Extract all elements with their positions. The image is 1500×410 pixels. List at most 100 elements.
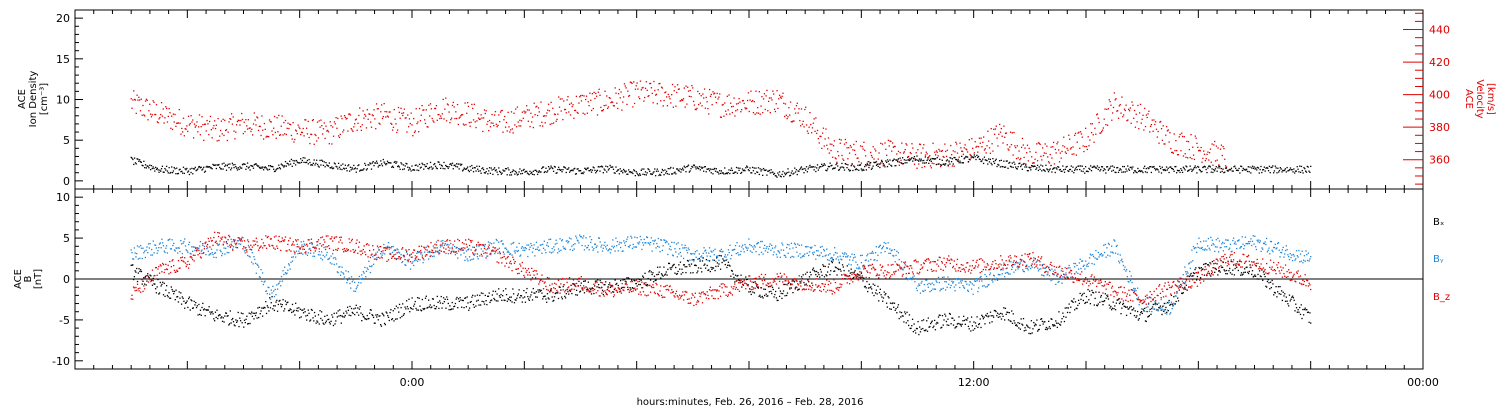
bx-point — [1104, 293, 1106, 295]
velocity-point — [723, 115, 725, 117]
by-point — [496, 239, 498, 242]
velocity-point — [261, 115, 263, 117]
bx-point — [1005, 313, 1007, 316]
bx-point — [686, 266, 688, 268]
velocity-point — [357, 122, 359, 125]
density-point — [171, 172, 174, 174]
bx-point — [414, 300, 416, 303]
bx-point — [617, 284, 619, 287]
velocity-point — [387, 116, 390, 118]
by-point — [668, 248, 671, 250]
velocity-point — [390, 122, 392, 125]
by-point — [533, 244, 535, 246]
density-point — [1145, 167, 1147, 170]
by-point — [375, 252, 377, 254]
by-point — [501, 243, 504, 245]
density-point — [1005, 160, 1008, 162]
density-point — [407, 169, 410, 171]
density-point — [689, 170, 691, 172]
velocity-point — [910, 152, 912, 155]
bx-point — [790, 287, 793, 289]
bx-point — [345, 310, 347, 312]
density-point — [214, 164, 217, 166]
velocity-point — [133, 90, 135, 92]
density-point — [778, 174, 780, 176]
velocity-point — [134, 99, 137, 101]
velocity-point — [636, 82, 638, 84]
density-point — [1006, 160, 1008, 162]
density-point — [1224, 171, 1226, 173]
bx-point — [609, 286, 612, 289]
bx-point — [140, 270, 143, 273]
by-point — [357, 281, 360, 284]
bx-point — [570, 284, 572, 286]
density-point — [556, 172, 558, 174]
bx-point — [439, 302, 442, 304]
bx-point — [1047, 327, 1049, 329]
density-point — [992, 157, 994, 160]
density-point — [692, 164, 695, 166]
bx-point — [282, 299, 284, 301]
density-point — [1042, 169, 1045, 171]
velocity-point — [424, 122, 427, 125]
density-point — [1180, 168, 1182, 170]
bx-point — [385, 311, 387, 313]
velocity-point — [130, 98, 132, 100]
density-point — [1286, 166, 1288, 169]
bx-point — [1157, 309, 1159, 311]
bx-point — [806, 271, 808, 273]
velocity-point — [641, 87, 643, 89]
density-point — [1149, 165, 1152, 168]
bx-point — [290, 308, 292, 311]
bx-point — [619, 279, 622, 282]
bx-point — [1173, 296, 1175, 298]
velocity-point — [730, 102, 732, 104]
bx-point — [1306, 311, 1309, 314]
density-point — [745, 167, 747, 169]
bx-point — [182, 297, 184, 300]
bx-point — [154, 288, 157, 290]
velocity-point — [932, 142, 934, 144]
density-point — [856, 168, 858, 171]
by-point — [380, 253, 382, 255]
velocity-point — [447, 104, 449, 106]
velocity-point — [1169, 132, 1171, 134]
by-point — [341, 266, 343, 268]
bx-point — [815, 270, 818, 273]
bx-point — [775, 297, 778, 299]
density-point — [960, 162, 962, 164]
by-point — [550, 252, 553, 254]
velocity-point — [418, 131, 420, 133]
density-point — [533, 174, 535, 176]
by-point — [621, 250, 623, 253]
bx-point — [649, 279, 652, 281]
bx-point — [389, 311, 391, 314]
density-point — [513, 170, 515, 172]
density-point — [791, 170, 793, 172]
bx-point — [1158, 306, 1160, 309]
bx-point — [870, 286, 872, 288]
bx-point — [1146, 310, 1148, 313]
velocity-point — [912, 147, 914, 149]
velocity-point — [171, 128, 174, 131]
density-point — [1105, 172, 1107, 174]
bx-point — [1114, 309, 1117, 311]
density-point — [770, 169, 772, 171]
velocity-point — [685, 85, 687, 87]
velocity-point — [187, 130, 189, 133]
by-point — [374, 254, 376, 256]
density-point — [1215, 166, 1217, 168]
velocity-point — [1185, 156, 1187, 159]
velocity-point — [302, 127, 304, 130]
bx-point — [296, 307, 298, 309]
bx-point — [376, 316, 378, 318]
by-point — [174, 250, 176, 252]
bx-point — [453, 305, 455, 308]
bx-point — [949, 313, 951, 315]
density-point — [1117, 166, 1119, 169]
bx-point — [535, 296, 537, 298]
density-point — [1004, 166, 1006, 168]
density-point — [889, 159, 891, 161]
bx-point — [458, 300, 460, 302]
density-point — [1241, 169, 1244, 172]
